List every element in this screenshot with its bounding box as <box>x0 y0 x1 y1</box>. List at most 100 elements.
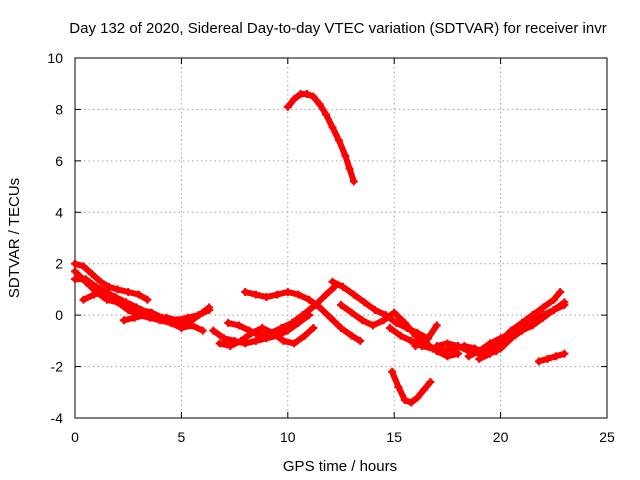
data-point <box>400 318 409 327</box>
data-point <box>71 275 79 284</box>
data-point <box>143 295 152 304</box>
x-tick-label: 10 <box>280 429 296 445</box>
x-tick-label: 0 <box>71 429 79 445</box>
series-trace <box>284 91 357 185</box>
data-point <box>309 324 318 332</box>
data-point <box>258 324 267 332</box>
x-tick-label: 15 <box>386 429 402 445</box>
series-arc-5 <box>119 306 214 325</box>
y-tick-label: -4 <box>51 410 64 426</box>
data-point <box>122 298 131 307</box>
data-point <box>205 306 214 314</box>
data-point <box>124 288 133 296</box>
y-tick-label: 4 <box>55 204 63 220</box>
data-point <box>100 288 109 296</box>
data-point <box>96 277 105 286</box>
data-point <box>411 342 420 350</box>
data-point <box>88 270 96 278</box>
chart-title: Day 132 of 2020, Sidereal Day-to-day VTE… <box>69 20 606 37</box>
data-point <box>305 295 314 304</box>
data-point <box>309 92 318 101</box>
data-point <box>273 290 282 299</box>
data-point <box>549 306 558 314</box>
data-point <box>428 344 437 353</box>
series-arc-20 <box>534 349 569 366</box>
data-point <box>337 324 345 332</box>
data-point <box>215 339 224 348</box>
data-point <box>496 344 505 353</box>
series-arc-2 <box>71 275 214 330</box>
data-point <box>549 295 558 304</box>
data-point <box>209 326 218 335</box>
data-point <box>71 259 79 268</box>
data-point <box>194 311 203 320</box>
series-arc-14 <box>388 367 435 407</box>
data-point <box>475 354 484 363</box>
data-point <box>400 396 409 404</box>
data-point <box>368 321 377 330</box>
data-point <box>464 352 473 361</box>
data-point <box>407 398 416 407</box>
data-point <box>251 336 260 345</box>
data-point <box>454 349 462 358</box>
series-arc-19 <box>517 298 569 335</box>
series-arc-1 <box>71 259 152 304</box>
data-point <box>71 267 79 276</box>
data-point <box>385 324 394 332</box>
data-point <box>528 321 537 330</box>
data-point <box>347 308 356 317</box>
data-point <box>371 306 379 314</box>
data-point <box>349 177 358 186</box>
data-point <box>315 100 324 109</box>
data-point <box>507 334 516 343</box>
data-point <box>162 313 171 322</box>
data-point <box>277 324 286 332</box>
x-tick-label: 5 <box>178 429 186 445</box>
axis-ticks: 0 5 10 15 20 25 -4 -2 0 2 4 6 8 10 <box>47 50 615 445</box>
data-point <box>81 277 90 286</box>
data-point <box>111 293 120 302</box>
data-point <box>347 331 356 340</box>
data-point <box>349 290 358 299</box>
data-point <box>396 331 405 340</box>
data-point <box>475 347 484 356</box>
data-point <box>132 303 141 312</box>
y-axis-label: SDTVAR / TECUs <box>6 178 23 298</box>
data-point <box>328 277 337 286</box>
grid <box>75 58 607 418</box>
data-point <box>322 290 331 299</box>
data-point <box>198 326 207 335</box>
data-point <box>79 295 88 304</box>
data-point <box>326 313 335 322</box>
data-point <box>411 331 420 340</box>
data-point <box>539 303 548 312</box>
data-point <box>283 102 292 111</box>
data-point <box>124 306 133 314</box>
data-point <box>328 123 337 132</box>
data-point <box>388 367 397 376</box>
data-point <box>394 383 403 392</box>
data-point <box>454 342 462 350</box>
data-point <box>251 290 260 299</box>
data-point <box>432 342 441 350</box>
data-point <box>130 313 139 322</box>
y-tick-label: 8 <box>55 101 63 117</box>
data-point <box>90 290 99 299</box>
data-point <box>220 334 228 343</box>
data-point <box>188 321 196 330</box>
data-point <box>290 95 299 104</box>
data-point <box>560 349 569 358</box>
data-point <box>496 334 505 343</box>
data-point <box>422 336 431 345</box>
data-point <box>224 318 233 327</box>
data-point <box>517 326 526 335</box>
data-point <box>337 300 345 309</box>
data-point <box>560 298 569 307</box>
series-arc-15 <box>411 321 441 350</box>
data-point <box>134 290 143 299</box>
data-point <box>556 288 565 296</box>
data-point <box>339 282 348 291</box>
data-point <box>413 393 422 402</box>
data-point <box>392 318 401 327</box>
